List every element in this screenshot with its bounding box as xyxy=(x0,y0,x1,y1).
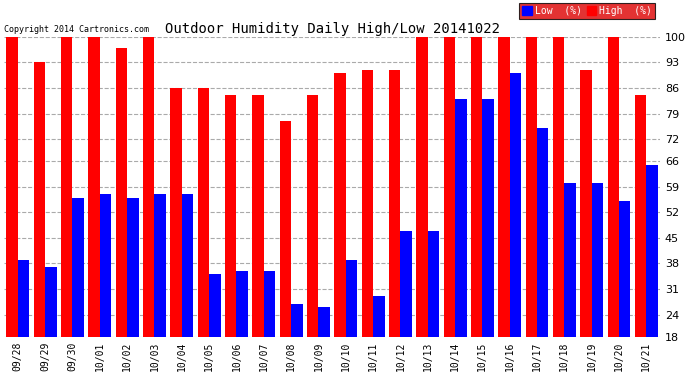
Bar xyxy=(362,70,373,337)
Bar xyxy=(580,70,591,337)
Bar xyxy=(471,37,482,337)
Bar xyxy=(346,260,357,337)
Bar xyxy=(647,165,658,337)
Bar xyxy=(116,48,127,337)
Bar xyxy=(428,231,439,337)
Bar xyxy=(61,37,72,337)
Bar xyxy=(45,267,57,337)
Bar xyxy=(318,308,330,337)
Text: Copyright 2014 Cartronics.com: Copyright 2014 Cartronics.com xyxy=(4,25,149,34)
Bar xyxy=(88,37,100,337)
Bar xyxy=(100,194,111,337)
Bar xyxy=(18,260,29,337)
Bar xyxy=(155,194,166,337)
Bar xyxy=(237,271,248,337)
Bar xyxy=(253,95,264,337)
Bar xyxy=(498,37,510,337)
Bar xyxy=(225,95,237,337)
Bar xyxy=(444,37,455,337)
Bar xyxy=(553,37,564,337)
Bar xyxy=(526,37,537,337)
Bar xyxy=(334,74,346,337)
Bar xyxy=(537,128,549,337)
Bar xyxy=(482,99,494,337)
Bar xyxy=(619,201,631,337)
Bar xyxy=(181,194,193,337)
Bar xyxy=(635,95,647,337)
Bar xyxy=(607,37,619,337)
Bar xyxy=(34,62,45,337)
Title: Outdoor Humidity Daily High/Low 20141022: Outdoor Humidity Daily High/Low 20141022 xyxy=(165,22,500,36)
Bar xyxy=(170,88,181,337)
Bar xyxy=(400,231,412,337)
Bar xyxy=(389,70,400,337)
Bar xyxy=(197,88,209,337)
Bar xyxy=(307,95,318,337)
Legend: Low  (%), High  (%): Low (%), High (%) xyxy=(520,3,655,19)
Bar xyxy=(127,198,139,337)
Bar xyxy=(373,296,384,337)
Bar xyxy=(510,74,521,337)
Bar xyxy=(264,271,275,337)
Bar xyxy=(564,183,576,337)
Bar xyxy=(72,198,84,337)
Bar xyxy=(455,99,466,337)
Bar xyxy=(291,304,302,337)
Bar xyxy=(279,121,291,337)
Bar xyxy=(209,274,221,337)
Bar xyxy=(416,37,428,337)
Bar xyxy=(591,183,603,337)
Bar xyxy=(6,37,18,337)
Bar xyxy=(143,37,155,337)
